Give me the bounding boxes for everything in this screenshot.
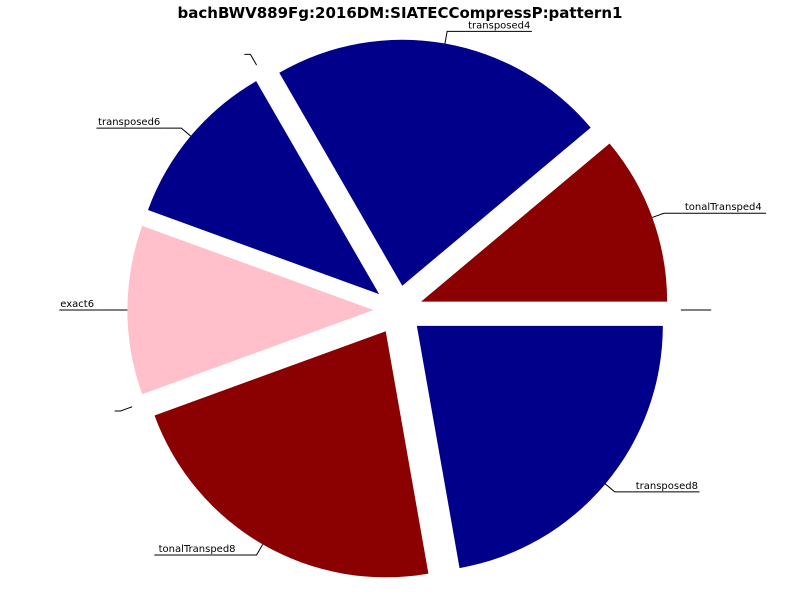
chart-title: bachBWV889Fg:2016DM:SIATECCompressP:patt… [178, 4, 623, 22]
zero-slice-leader-2 [244, 53, 257, 66]
leader-line-transposed8 [604, 483, 633, 493]
labels-layer: tonalTransped4 transposed4 transposed6 exac… [59, 20, 767, 556]
pie-slice-transposed6 [147, 81, 380, 295]
slice-label-exact6: exact6 [60, 299, 94, 310]
leader-line-transposed4 [444, 30, 466, 44]
slice-label-tonalTransped8: tonalTransped8 [159, 544, 236, 555]
pie-slice-tonalTransped8 [154, 331, 429, 578]
slice-label-transposed6: transposed6 [98, 117, 160, 128]
pie-slice-transposed4 [279, 39, 591, 286]
leader-line-transposed6 [163, 127, 192, 137]
pie-slice-tonalTransped4 [421, 143, 668, 302]
slice-label-transposed8: transposed8 [636, 481, 698, 492]
pie-slice-exact6 [127, 225, 374, 395]
slice-label-tonalTransped4: tonalTransped4 [685, 202, 762, 213]
leader-line-tonalTransped8 [238, 544, 264, 556]
slices-layer [127, 39, 668, 578]
pie-slice-transposed8 [416, 325, 663, 569]
leader-line-tonalTransped4 [652, 212, 682, 218]
slice-label-transposed4: transposed4 [468, 20, 530, 31]
zero-slice-leader-3 [114, 406, 133, 412]
